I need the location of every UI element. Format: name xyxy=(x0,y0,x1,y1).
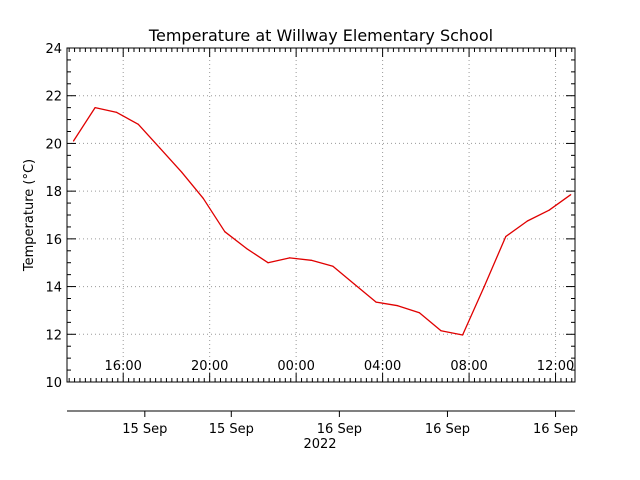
x-hour-tick-label: 04:00 xyxy=(364,359,401,374)
y-tick-label: 22 xyxy=(45,90,62,105)
y-tick-label: 20 xyxy=(45,137,62,152)
axis-tick-labels: 10 12 14 16 18 20 22 24 16:00 20:00 00:00 04:00 08:0… xyxy=(45,42,574,391)
y-axis-label: Temperature (°C) xyxy=(22,159,37,272)
date-axis: 15 Sep 15 Sep 16 Sep 16 Sep 16 Sep xyxy=(67,410,578,437)
data-point xyxy=(332,265,334,267)
y-tick-label: 16 xyxy=(45,233,62,248)
x-axis-label: 2022 xyxy=(303,437,336,452)
data-point xyxy=(159,147,161,149)
data-point xyxy=(94,107,96,109)
data-point xyxy=(570,194,572,196)
y-tick-label: 24 xyxy=(45,42,62,57)
data-point xyxy=(137,123,139,125)
data-point xyxy=(353,283,356,285)
date-axis-tick-label: 15 Sep xyxy=(209,422,254,437)
data-point xyxy=(483,286,485,288)
y-tick-label: 18 xyxy=(45,185,62,200)
date-axis-tick-label: 16 Sep xyxy=(533,422,578,437)
y-tick-label: 10 xyxy=(45,376,62,391)
temperature-series-line xyxy=(72,106,572,336)
data-point xyxy=(289,257,291,259)
data-point xyxy=(310,259,312,261)
data-point xyxy=(526,220,529,222)
data-point xyxy=(418,312,420,314)
series-layer xyxy=(72,106,572,336)
data-point xyxy=(116,111,118,113)
data-point xyxy=(505,235,507,238)
data-point xyxy=(224,231,226,233)
x-hour-tick-label: 08:00 xyxy=(450,359,487,374)
chart-title: Temperature at Willway Elementary School xyxy=(148,26,493,45)
data-point xyxy=(202,197,204,199)
date-axis-tick-label: 16 Sep xyxy=(317,422,362,437)
plot-frame xyxy=(66,47,576,383)
x-hour-tick-label: 12:00 xyxy=(537,359,574,374)
data-point xyxy=(375,301,377,303)
y-tick-label: 14 xyxy=(45,281,62,296)
data-point xyxy=(397,305,399,307)
data-point xyxy=(181,171,183,173)
grid-lines xyxy=(67,48,575,382)
data-point xyxy=(245,247,247,249)
x-hour-tick-label: 16:00 xyxy=(104,359,141,374)
data-point xyxy=(72,140,75,142)
axis-ticks xyxy=(67,47,575,383)
y-tick-label: 12 xyxy=(45,328,62,343)
data-point xyxy=(548,209,550,211)
date-axis-tick-label: 16 Sep xyxy=(425,422,470,437)
data-point xyxy=(440,330,442,332)
x-hour-tick-label: 20:00 xyxy=(191,359,228,374)
data-point xyxy=(267,262,269,264)
data-point xyxy=(462,334,464,336)
date-axis-tick-label: 15 Sep xyxy=(122,422,167,437)
x-hour-tick-label: 00:00 xyxy=(277,359,314,374)
